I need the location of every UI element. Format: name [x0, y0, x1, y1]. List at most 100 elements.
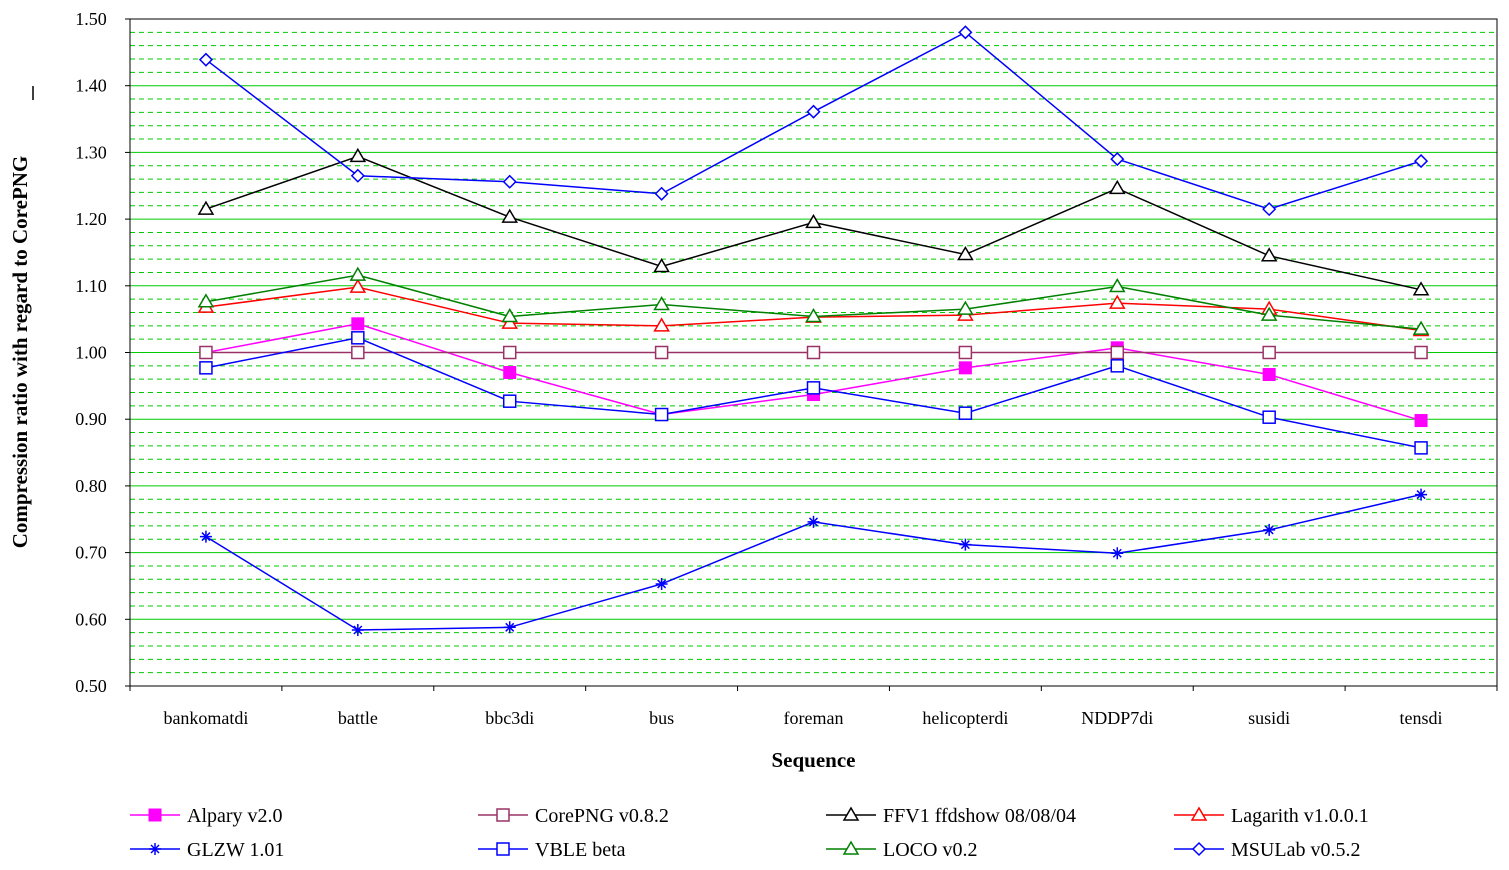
x-axis-ticks: bankomatdi battle bbc3di bus foreman helicopt… — [129, 686, 1498, 728]
legend-item: GLZW 1.01 — [130, 839, 284, 861]
data-point — [1108, 277, 1126, 293]
legend-marker — [496, 808, 510, 822]
y-tick-label: 0.90 — [75, 409, 107, 429]
data-point — [501, 208, 519, 223]
legend-label: GLZW 1.01 — [187, 839, 284, 861]
data-point — [1108, 179, 1126, 195]
legend-item: Lagarith v1.0.0.1 — [1174, 805, 1369, 827]
legend: Alpary v2.0 CorePNG v0.8.2 FFV1 ffdshow 08… — [130, 805, 1369, 861]
data-point — [1263, 523, 1276, 536]
legend-item: LOCO v0.2 — [826, 839, 977, 861]
data-point — [957, 245, 974, 261]
data-point — [1262, 410, 1276, 424]
data-point — [1110, 152, 1125, 167]
series — [197, 147, 1430, 296]
data-point — [806, 104, 821, 119]
y-tick-label: 1.10 — [75, 276, 107, 296]
data-point — [1262, 368, 1276, 382]
data-point — [349, 266, 367, 281]
legend-item: Alpary v2.0 — [130, 805, 283, 827]
legend-marker — [842, 806, 860, 821]
x-tick-label: bus — [649, 708, 674, 728]
data-point — [503, 621, 516, 634]
legend-label: Alpary v2.0 — [187, 805, 283, 827]
data-point — [351, 331, 365, 345]
x-tick-label: helicopterdi — [922, 708, 1008, 728]
data-point — [1415, 488, 1428, 501]
data-point — [1110, 359, 1125, 373]
data-point — [1413, 154, 1429, 169]
data-point — [958, 406, 973, 420]
data-point — [1260, 306, 1278, 321]
series — [198, 25, 1429, 217]
data-point — [1412, 281, 1430, 296]
x-tick-label: battle — [338, 708, 378, 728]
x-axis-title: Sequence — [772, 748, 856, 772]
x-tick-label: tensdi — [1400, 708, 1443, 728]
data-point — [957, 300, 974, 315]
legend-marker — [842, 840, 860, 855]
data-point — [1110, 345, 1125, 360]
data-point — [351, 345, 365, 360]
data-point — [655, 577, 668, 590]
data-point — [653, 257, 670, 273]
data-point — [501, 307, 519, 323]
x-tick-label: bankomatdi — [163, 708, 248, 728]
data-point — [959, 538, 972, 551]
series — [199, 331, 1428, 455]
data-point — [502, 174, 517, 189]
data-point — [805, 307, 822, 323]
legend-label: MSULab v0.5.2 — [1231, 839, 1360, 861]
y-tick-label: 1.30 — [75, 142, 107, 162]
x-tick-label: bbc3di — [485, 708, 534, 728]
data-point — [502, 345, 517, 360]
x-tick-label: NDDP7di — [1081, 708, 1153, 728]
data-point — [502, 394, 517, 408]
data-point — [503, 366, 517, 380]
data-point — [199, 361, 213, 375]
y-axis-ticks: 0.50 0.60 0.70 0.80 0.90 1.00 1.10 1.20 1.30 1.40… — [75, 9, 130, 696]
y-tick-label: 0.50 — [75, 676, 107, 696]
data-point — [197, 200, 215, 215]
data-point — [1262, 202, 1277, 217]
data-point — [653, 295, 670, 311]
data-point — [1108, 294, 1126, 309]
data-point — [958, 25, 973, 40]
data-point — [1412, 320, 1430, 335]
legend-label: VBLE beta — [535, 839, 626, 861]
y-tick-label: 0.60 — [75, 609, 107, 629]
legend-item: MSULab v0.5.2 — [1174, 839, 1360, 861]
data-point — [198, 52, 214, 67]
grid-lines — [130, 31, 1497, 674]
legend-item: FFV1 ffdshow 08/08/04 — [826, 805, 1076, 827]
data-point — [958, 345, 973, 360]
x-tick-label: susidi — [1248, 708, 1290, 728]
data-point — [805, 213, 822, 229]
data-point — [197, 293, 215, 308]
legend-marker — [149, 843, 161, 855]
data-point — [351, 317, 365, 331]
legend-label: Lagarith v1.0.0.1 — [1231, 805, 1369, 827]
data-point — [958, 361, 972, 375]
legend-marker — [496, 842, 510, 856]
series — [199, 488, 1428, 636]
y-axis-title: Compression ratio with regard to CorePNG — [8, 156, 32, 549]
series — [199, 345, 1428, 360]
legend-marker — [1191, 841, 1207, 857]
data-point — [654, 345, 669, 360]
y-tick-label: 1.00 — [75, 343, 107, 363]
data-point — [806, 345, 821, 360]
data-point — [1260, 247, 1278, 262]
data-point — [351, 623, 364, 636]
y-tick-label: 1.40 — [75, 76, 107, 96]
data-point — [199, 530, 212, 543]
data-point — [349, 278, 367, 293]
y-tick-label: 0.70 — [75, 543, 107, 563]
legend-marker — [148, 808, 162, 822]
data-point — [1414, 441, 1428, 455]
legend-marker — [1190, 806, 1208, 821]
y-tick-label: 1.50 — [75, 9, 107, 29]
data-point — [199, 345, 213, 360]
